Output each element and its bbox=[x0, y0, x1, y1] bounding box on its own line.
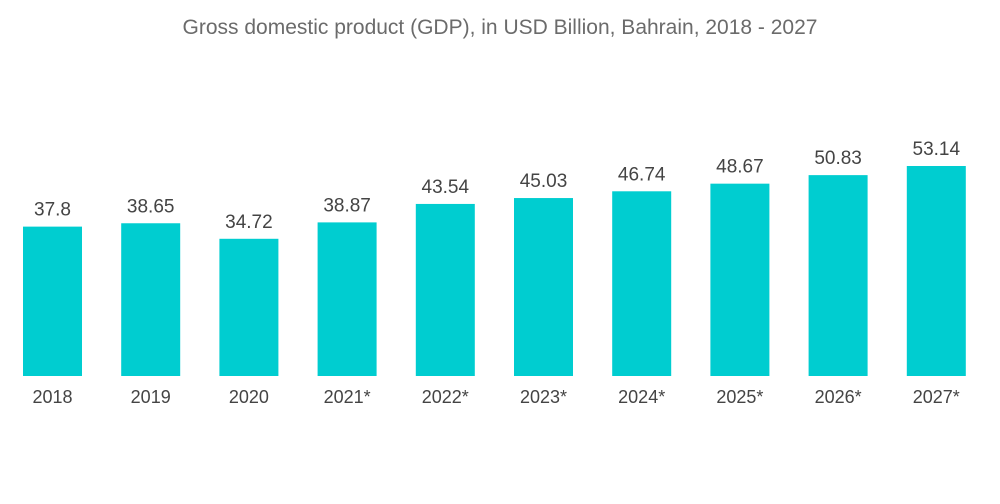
bar-2022 bbox=[415, 203, 475, 376]
data-label: 34.72 bbox=[225, 212, 273, 233]
x-tick-label: 2024* bbox=[618, 387, 665, 407]
data-label: 48.67 bbox=[716, 157, 764, 178]
x-tick-label: 2019 bbox=[131, 387, 171, 407]
bar-2018 bbox=[23, 226, 82, 376]
bar-2023 bbox=[514, 198, 573, 376]
x-tick-label: 2018 bbox=[32, 387, 72, 407]
x-tick-label: 2027* bbox=[913, 387, 960, 407]
data-label: 38.65 bbox=[127, 196, 175, 217]
x-tick-label: 2026* bbox=[815, 387, 862, 407]
bar-2025 bbox=[710, 183, 770, 376]
x-tick-label: 2021* bbox=[324, 387, 371, 407]
bar-2026 bbox=[808, 175, 868, 376]
data-label: 38.87 bbox=[323, 195, 371, 216]
bar-2021 bbox=[317, 222, 377, 376]
data-label: 45.03 bbox=[520, 171, 568, 192]
chart-title: Gross domestic product (GDP), in USD Bil… bbox=[182, 16, 818, 39]
bar-2027 bbox=[906, 166, 966, 376]
data-label: 37.8 bbox=[34, 200, 71, 221]
x-tick-label: 2022* bbox=[422, 387, 469, 407]
x-tick-label: 2025* bbox=[716, 387, 763, 407]
x-tick-label: 2020 bbox=[229, 387, 269, 407]
x-tick-label: 2023* bbox=[520, 387, 567, 407]
bar-2020 bbox=[219, 238, 279, 376]
data-label: 50.83 bbox=[814, 148, 862, 169]
data-label: 46.74 bbox=[618, 164, 666, 185]
data-label: 43.54 bbox=[422, 177, 470, 198]
bar-2019 bbox=[121, 223, 181, 376]
data-label: 53.14 bbox=[913, 139, 961, 160]
bar-2024 bbox=[612, 191, 672, 376]
